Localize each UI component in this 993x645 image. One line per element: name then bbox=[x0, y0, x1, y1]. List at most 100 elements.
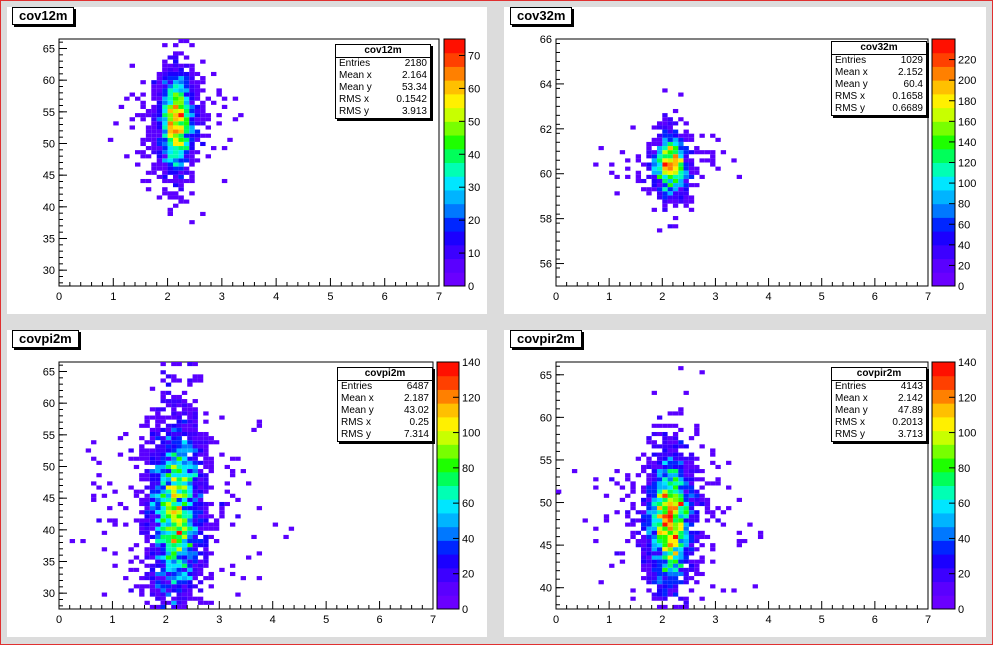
heatmap-cell bbox=[167, 88, 173, 93]
heatmap-cell bbox=[165, 518, 172, 523]
heatmap-cell bbox=[683, 485, 689, 490]
z-tick-label: 20 bbox=[958, 569, 970, 581]
heatmap-cell bbox=[189, 108, 195, 114]
heatmap-cell bbox=[694, 514, 700, 519]
heatmap-cell bbox=[651, 510, 657, 515]
heatmap-cell bbox=[683, 195, 689, 200]
heatmap-cell bbox=[662, 526, 668, 531]
heatmap-cell bbox=[688, 460, 695, 465]
heatmap-cell bbox=[662, 580, 668, 585]
heatmap-cell bbox=[181, 419, 188, 424]
stats-box[interactable]: covpi2m Entries 6487 Mean x 2.187 Mean y 43… bbox=[337, 367, 433, 442]
heatmap-cell bbox=[160, 477, 166, 482]
x-tick-label: 6 bbox=[872, 614, 878, 626]
stats-box[interactable]: cov32m Entries 1029 Mean x 2.152 Mean y 60.… bbox=[831, 41, 927, 116]
heatmap-cell bbox=[145, 187, 152, 192]
heatmap-cell bbox=[662, 571, 668, 577]
heatmap-cell bbox=[171, 530, 177, 535]
palette-swatch bbox=[932, 272, 955, 287]
heatmap-cell bbox=[656, 530, 663, 535]
y-tick-label: 45 bbox=[540, 540, 552, 552]
heatmap-cell bbox=[208, 436, 214, 441]
heatmap-cell bbox=[662, 170, 668, 175]
palette-swatch bbox=[932, 107, 955, 122]
heatmap-cell bbox=[173, 96, 179, 101]
heatmap-cell bbox=[155, 526, 161, 531]
heatmap-cell bbox=[165, 390, 172, 395]
y-tick-label: 58 bbox=[540, 214, 552, 226]
heatmap-cell bbox=[165, 555, 172, 560]
heatmap-cell bbox=[200, 113, 206, 118]
heatmap-cell bbox=[162, 154, 168, 159]
heatmap-cell bbox=[683, 456, 689, 461]
pad-covpir2m[interactable]: 0 1 2 3 4 5 6 7 40 45 50 55 60 65 0 20 40 60 80 100 120 140 c… bbox=[504, 330, 986, 637]
palette-swatch bbox=[437, 389, 459, 404]
heatmap-cell bbox=[160, 571, 166, 577]
heatmap-cell bbox=[256, 423, 263, 428]
heatmap-cell bbox=[192, 559, 198, 564]
pad-title: cov32m bbox=[510, 7, 573, 25]
y-tick-label: 45 bbox=[43, 493, 55, 505]
heatmap-cell bbox=[183, 117, 190, 122]
heatmap-cell bbox=[181, 497, 188, 502]
heatmap-cell bbox=[189, 133, 195, 138]
heatmap-cell bbox=[167, 150, 173, 155]
pad-cov32m[interactable]: 0 1 2 3 4 5 6 7 56 58 60 62 64 66 0 20 40 60 80 100 120 140 16… bbox=[504, 7, 986, 314]
heatmap-cell bbox=[160, 551, 166, 556]
heatmap-cell bbox=[178, 67, 184, 72]
heatmap-cell bbox=[672, 534, 679, 540]
heatmap-cell bbox=[688, 195, 695, 200]
heatmap-cell bbox=[160, 600, 166, 605]
heatmap-cell bbox=[140, 141, 146, 147]
heatmap-cell bbox=[173, 117, 179, 122]
heatmap-cell bbox=[165, 431, 172, 437]
heatmap-cell bbox=[672, 431, 679, 437]
heatmap-cell bbox=[656, 178, 663, 184]
heatmap-cell bbox=[662, 567, 668, 572]
heatmap-cell bbox=[221, 104, 228, 109]
heatmap-cell bbox=[160, 563, 166, 568]
heatmap-cell bbox=[187, 448, 193, 453]
heatmap-cell bbox=[156, 88, 163, 93]
heatmap-cell bbox=[192, 510, 198, 515]
heatmap-cell bbox=[667, 133, 673, 138]
heatmap-cell bbox=[656, 534, 663, 540]
heatmap-cell bbox=[200, 121, 206, 126]
heatmap-cell bbox=[176, 510, 182, 515]
heatmap-cell bbox=[678, 440, 684, 445]
pad-covpi2m[interactable]: 0 1 2 3 4 5 6 7 30 35 40 45 50 55 60 65 0 20 40 60 80 100 120 1… bbox=[7, 330, 487, 637]
heatmap-cell bbox=[672, 216, 679, 221]
heatmap-cell bbox=[651, 501, 657, 507]
heatmap-cell bbox=[229, 469, 236, 474]
z-tick-label: 140 bbox=[462, 357, 480, 369]
heatmap-cell bbox=[662, 530, 668, 535]
pad-cov12m[interactable]: 0 1 2 3 4 5 6 7 30 35 40 45 50 55 60 65 0 10 20 30 40 50 60 70 … bbox=[7, 7, 487, 314]
palette-swatch bbox=[932, 403, 955, 418]
y-tick-label: 40 bbox=[43, 525, 55, 537]
heatmap-cell bbox=[189, 71, 195, 77]
heatmap-cell bbox=[662, 444, 668, 449]
heatmap-cell bbox=[747, 522, 753, 527]
heatmap-cell bbox=[178, 187, 184, 192]
heatmap-cell bbox=[139, 448, 145, 453]
heatmap-cell bbox=[162, 158, 168, 163]
heatmap-cell bbox=[171, 469, 177, 474]
heatmap-cell bbox=[167, 125, 173, 130]
heatmap-cell bbox=[224, 489, 230, 494]
heatmap-cell bbox=[757, 534, 764, 540]
heatmap-cell bbox=[171, 514, 177, 519]
heatmap-cell bbox=[699, 158, 705, 163]
heatmap-cell bbox=[192, 407, 198, 412]
heatmap-cell bbox=[178, 80, 184, 85]
heatmap-cell bbox=[646, 563, 652, 568]
heatmap-cell bbox=[162, 76, 168, 81]
heatmap-cell bbox=[662, 477, 668, 482]
heatmap-cell bbox=[187, 543, 193, 548]
heatmap-cell bbox=[656, 125, 663, 130]
heatmap-cell bbox=[155, 588, 161, 593]
heatmap-cell bbox=[173, 51, 179, 56]
heatmap-cell bbox=[614, 191, 620, 196]
heatmap-cell bbox=[197, 571, 204, 577]
stats-box[interactable]: cov12m Entries 2180 Mean x 2.164 Mean y 53.… bbox=[335, 44, 431, 119]
